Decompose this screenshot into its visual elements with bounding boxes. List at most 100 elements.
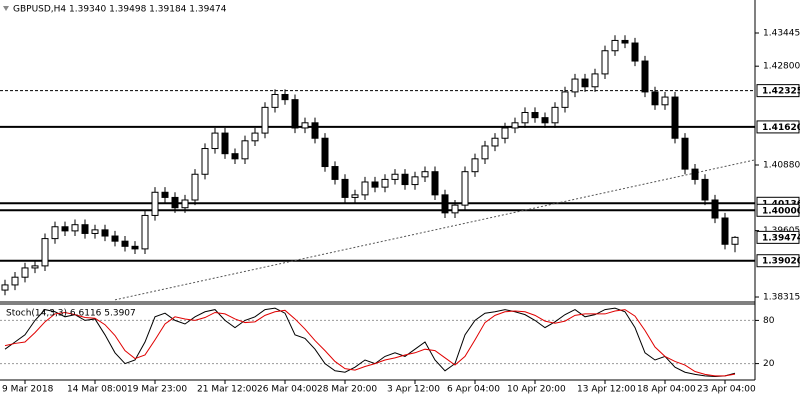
level-label: 1.42325: [762, 87, 800, 97]
candle-body: [521, 112, 529, 124]
candle-body: [471, 158, 479, 173]
candle-body: [31, 265, 39, 269]
symbol-icon: [3, 6, 9, 11]
y-tick-label: 20: [763, 359, 775, 369]
candle-body: [91, 229, 99, 234]
candle-body: [551, 106, 559, 124]
candle-body: [541, 117, 549, 124]
x-tick-label: 18 Apr 04:00: [637, 385, 696, 395]
candle-body: [111, 235, 119, 242]
candle-body: [361, 181, 369, 196]
candle-body: [371, 181, 379, 188]
stochastic-line: [4, 309, 736, 377]
level-box: [756, 254, 800, 268]
last-price-box: [756, 230, 800, 244]
x-tick-label: 13 Apr 12:00: [577, 385, 636, 395]
candle-body: [691, 168, 699, 180]
candle-body: [181, 199, 189, 209]
candle-body: [451, 204, 459, 214]
candle-body: [431, 171, 439, 196]
candle-body: [561, 91, 569, 108]
candle-body: [281, 93, 289, 101]
candle-body: [711, 199, 719, 219]
y-tick-label: 1.42800: [763, 62, 800, 72]
level-box: [756, 84, 800, 98]
level-label: 1.40000: [762, 206, 800, 216]
candle-body: [141, 214, 149, 250]
candle-body: [571, 78, 579, 93]
candle-body: [481, 145, 489, 160]
candle-body: [611, 39, 619, 52]
candle-body: [531, 112, 539, 119]
candle-body: [221, 132, 229, 155]
x-tick-label: 3 Apr 12:00: [387, 385, 440, 395]
last-price-label: 1.39474: [762, 233, 800, 243]
candle-body: [81, 224, 89, 234]
candle-body: [71, 224, 79, 232]
candle-body: [21, 267, 29, 278]
candle-body: [661, 96, 669, 106]
candle-body: [131, 245, 139, 250]
y-tick-label: 1.40880: [763, 161, 800, 171]
candle-body: [271, 93, 279, 108]
candle-body: [461, 171, 469, 206]
candle-body: [671, 96, 679, 139]
candle-body: [311, 122, 319, 139]
candle-body: [121, 240, 129, 247]
candle-body: [241, 140, 249, 160]
x-tick-label: 9 Mar 2018: [2, 385, 54, 395]
candle-body: [501, 127, 509, 139]
y-tick-label: 1.43445: [763, 28, 800, 38]
candle-body: [351, 194, 359, 198]
x-tick-label: 28 Mar 20:00: [317, 385, 377, 395]
candle-body: [171, 196, 179, 209]
candle-body: [301, 122, 309, 129]
candle-body: [411, 176, 419, 186]
candle-body: [191, 173, 199, 201]
x-tick-label: 23 Apr 04:00: [697, 385, 756, 395]
level-label: 1.41620: [762, 123, 800, 133]
candle-body: [491, 137, 499, 147]
candle-body: [701, 178, 709, 201]
candle-body: [391, 173, 399, 180]
candle-body: [151, 191, 159, 216]
x-tick-label: 6 Apr 04:00: [447, 385, 500, 395]
candle-body: [641, 60, 649, 93]
candle-body: [51, 226, 59, 240]
candle-body: [11, 276, 19, 286]
candle-body: [1, 284, 9, 291]
candle-body: [621, 39, 629, 44]
level-label: 1.39020: [762, 257, 800, 267]
y-tick-label: 80: [763, 316, 775, 326]
chart-header: GBPUSD,H4 1.39340 1.39498 1.39184 1.3947…: [13, 5, 227, 15]
candle-body: [681, 137, 689, 170]
candle-body: [441, 194, 449, 214]
candle-body: [631, 42, 639, 62]
stochastic-line: [4, 307, 736, 378]
candle-body: [61, 226, 69, 232]
candle-body: [721, 217, 729, 245]
level-box: [756, 203, 800, 217]
candle-body: [231, 153, 239, 160]
x-tick-label: 26 Mar 04:00: [257, 385, 317, 395]
candle-body: [261, 106, 269, 134]
candle-body: [731, 236, 739, 245]
candle-body: [321, 137, 329, 168]
indicator-label: Stoch(14,3,3) 6.6116 5.3907: [6, 309, 136, 319]
candle-body: [41, 238, 49, 267]
x-tick-label: 19 Mar 23:00: [127, 385, 187, 395]
candle-body: [421, 171, 429, 178]
candle-body: [341, 178, 349, 198]
candle-body: [211, 132, 219, 150]
candle-body: [381, 178, 389, 188]
x-tick-label: 14 Mar 08:00: [67, 385, 127, 395]
candle-body: [251, 132, 259, 142]
candle-body: [331, 166, 339, 180]
candle-body: [601, 50, 609, 75]
candle-body: [101, 229, 109, 237]
x-tick-label: 21 Mar 12:00: [197, 385, 257, 395]
candle-body: [511, 122, 519, 129]
y-tick-label: 1.38315: [763, 293, 800, 303]
